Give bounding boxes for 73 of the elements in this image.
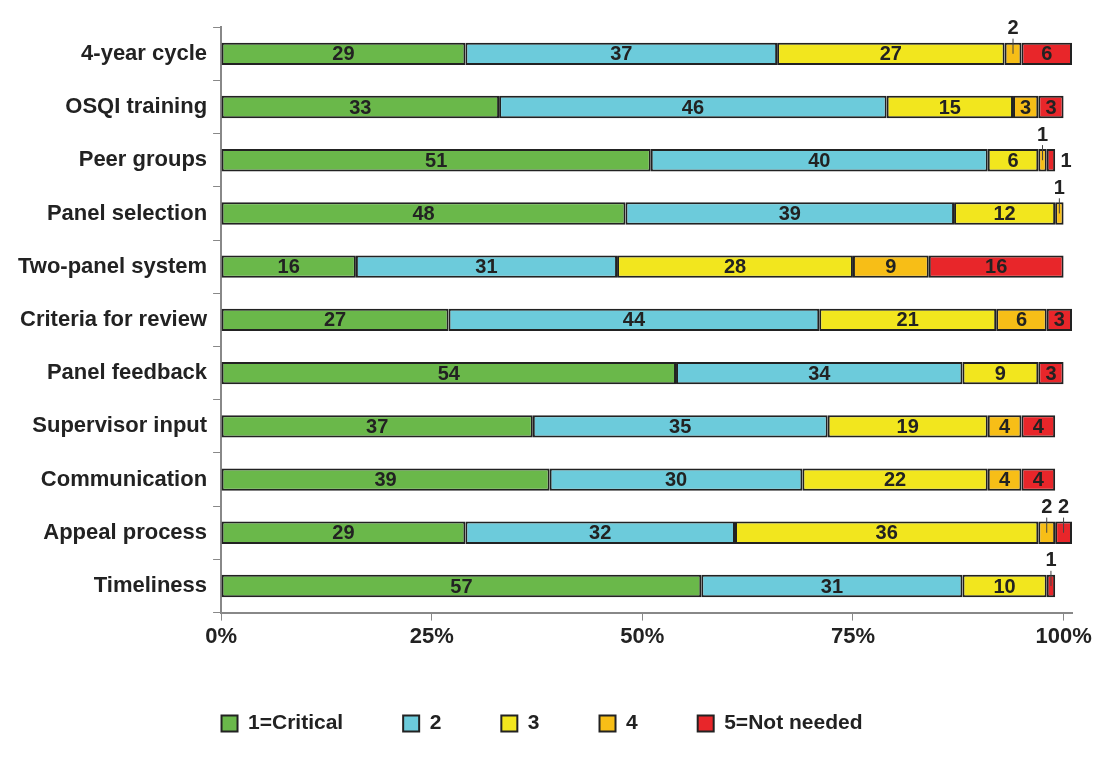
- data-label: 6: [1015, 308, 1028, 331]
- x-tick-label: 0%: [205, 622, 237, 648]
- data-label: 1: [1045, 548, 1057, 571]
- data-label: 6: [1007, 148, 1019, 171]
- data-label: 3: [1020, 95, 1032, 118]
- legend-label: 1=Critical: [248, 710, 344, 734]
- data-label: 19: [896, 414, 919, 437]
- data-label: 40: [808, 148, 831, 171]
- y-tick-label: Panel feedback: [46, 359, 208, 385]
- x-tick-label: 75%: [830, 622, 875, 648]
- data-label: 4: [1032, 468, 1045, 491]
- x-tick-label: 100%: [1035, 622, 1092, 648]
- data-label: 2: [1041, 495, 1053, 518]
- data-label: 39: [374, 468, 397, 491]
- data-label: 46: [681, 95, 704, 118]
- legend-label: 2: [429, 710, 442, 734]
- y-tick-label: Peer groups: [78, 146, 208, 172]
- data-label: 1: [1036, 122, 1049, 145]
- data-label: 1: [1060, 148, 1072, 171]
- data-label: 4: [1032, 414, 1045, 437]
- data-label: 32: [589, 521, 612, 544]
- data-label: 21: [896, 308, 919, 331]
- data-label: 33: [349, 95, 372, 118]
- data-label: 51: [425, 148, 448, 171]
- legend-label: 5=Not needed: [724, 710, 863, 734]
- data-label: 54: [437, 361, 461, 384]
- y-tick-label: Two-panel system: [17, 252, 208, 278]
- data-label: 39: [778, 201, 801, 224]
- data-label: 27: [323, 308, 347, 331]
- data-label: 28: [723, 255, 747, 278]
- data-label: 4: [999, 468, 1012, 491]
- data-label: 31: [475, 255, 498, 278]
- data-label: 57: [450, 574, 473, 597]
- y-tick-label: Criteria for review: [20, 305, 208, 331]
- data-label: 16: [277, 255, 300, 278]
- data-label: 2: [1058, 495, 1070, 518]
- legend-label: 4: [626, 710, 639, 734]
- data-label: 29: [332, 42, 355, 65]
- y-tick-label: Panel selection: [46, 199, 208, 225]
- data-label: 48: [412, 201, 435, 224]
- data-label: 6: [1041, 42, 1053, 65]
- y-tick-label: OSQI training: [65, 93, 208, 119]
- data-label: 34: [808, 361, 832, 384]
- data-label: 29: [332, 521, 355, 544]
- data-label: 27: [879, 42, 902, 65]
- data-label: 16: [985, 255, 1008, 278]
- data-label: 9: [885, 255, 897, 278]
- data-label: 22: [883, 468, 907, 491]
- data-label: 10: [993, 574, 1016, 597]
- data-label: 3: [1045, 95, 1057, 118]
- data-label: 1: [1053, 175, 1065, 198]
- data-label: 4: [999, 414, 1012, 437]
- y-tick-label: 4-year cycle: [81, 39, 208, 65]
- y-tick-label: Timeliness: [93, 572, 208, 598]
- data-label: 15: [938, 95, 961, 118]
- x-tick-label: 25%: [409, 622, 454, 648]
- data-label: 12: [993, 201, 1016, 224]
- data-label: 2: [1007, 16, 1019, 39]
- data-label: 9: [994, 361, 1006, 384]
- data-label: 35: [669, 414, 692, 437]
- data-label: 30: [664, 468, 688, 491]
- data-label: 3: [1053, 308, 1065, 331]
- data-label: 3: [1045, 361, 1057, 384]
- data-label: 37: [610, 42, 633, 65]
- data-label: 31: [820, 574, 844, 597]
- x-tick-label: 50%: [620, 622, 665, 648]
- data-label: 44: [622, 308, 646, 331]
- data-label: 36: [875, 521, 898, 544]
- y-tick-label: Communication: [40, 465, 208, 491]
- legend-label: 3: [527, 710, 540, 734]
- data-label: 37: [366, 414, 389, 437]
- y-tick-label: Supervisor input: [32, 412, 208, 438]
- y-tick-label: Appeal process: [43, 518, 208, 544]
